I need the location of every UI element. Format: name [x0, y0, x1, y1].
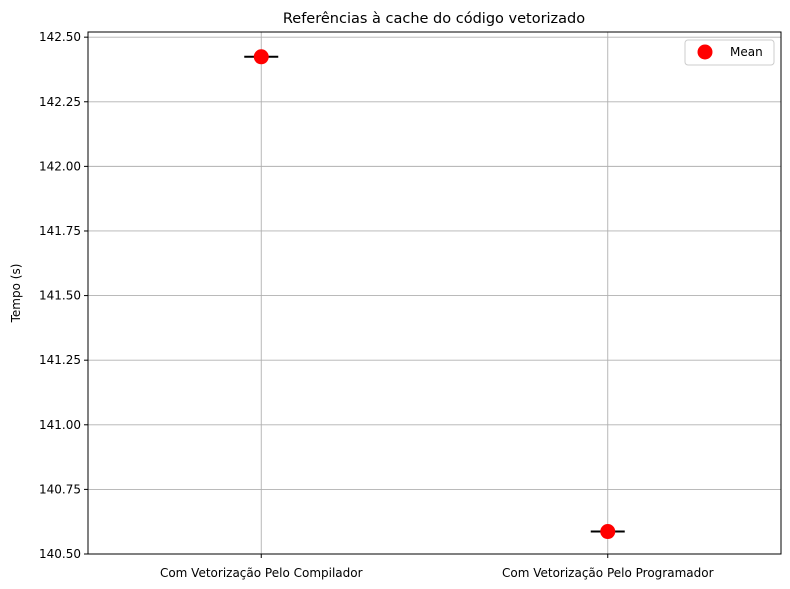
y-tick-label: 141.50	[39, 289, 81, 303]
plot-area-frame	[87, 31, 782, 555]
legend: Mean	[684, 39, 775, 66]
mean-markers	[253, 49, 616, 540]
x-tick-label: Com Vetorização Pelo Compilador	[160, 566, 363, 580]
y-tick-label: 141.00	[39, 418, 81, 432]
y-tick-label: 141.75	[39, 224, 81, 238]
y-tick-label: 142.00	[39, 159, 81, 173]
y-axis-label: Tempo (s)	[9, 264, 23, 324]
legend-mean-label: Mean	[730, 45, 763, 59]
chart-title: Referências à cache do código vetorizado	[283, 11, 585, 27]
median-lines	[244, 55, 625, 533]
x-axis-ticks: Com Vetorização Pelo Compilador Com Vetor…	[160, 554, 714, 580]
x-tick-label: Com Vetorização Pelo Programador	[502, 566, 714, 580]
legend-mean-marker	[697, 44, 713, 60]
y-tick-label: 142.50	[39, 30, 81, 44]
y-tick-label: 141.25	[39, 353, 81, 367]
y-axis-ticks: 140.50 140.75 141.00 141.25 141.50 141.75 142.…	[39, 30, 88, 561]
y-tick-label: 140.50	[39, 547, 81, 561]
mean-point	[253, 49, 269, 65]
y-tick-label: 142.25	[39, 95, 81, 109]
y-tick-label: 140.75	[39, 482, 81, 496]
mean-point	[600, 524, 616, 540]
grid-lines	[88, 32, 781, 555]
